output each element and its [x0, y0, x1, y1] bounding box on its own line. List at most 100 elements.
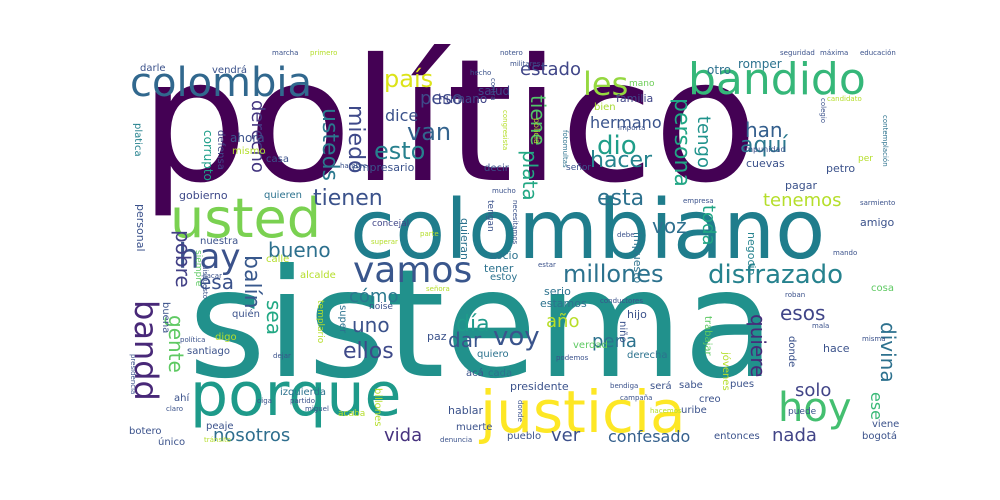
word: conductores	[600, 297, 644, 305]
word: super	[337, 305, 348, 334]
word: pobre	[171, 230, 195, 288]
word: importa	[618, 124, 646, 132]
word: concejal	[372, 219, 410, 229]
word: pueblo	[507, 431, 542, 442]
word: pena	[592, 331, 637, 352]
word: seguridad	[780, 49, 815, 57]
word: será	[650, 381, 672, 392]
word: necesitamos	[511, 200, 519, 245]
word: petro	[826, 162, 856, 175]
word: salud	[478, 84, 511, 98]
word: empresario	[352, 161, 415, 174]
word: vamos	[353, 250, 473, 291]
word: solo	[795, 380, 832, 401]
word: cuevas	[746, 157, 785, 170]
word: sacar	[203, 272, 222, 280]
word: vendrá	[212, 65, 247, 76]
word: muerte	[456, 422, 493, 433]
word: santiago	[187, 346, 230, 357]
word: defensa	[215, 130, 226, 170]
word: parte	[420, 230, 439, 238]
word: voz	[652, 214, 687, 238]
word: contemplación	[881, 115, 889, 167]
word: política	[180, 336, 206, 344]
word: alcalde	[300, 270, 336, 281]
word: botero	[129, 426, 162, 437]
word: policía	[532, 118, 541, 144]
word: notero	[500, 49, 523, 57]
word: sarmiento	[860, 199, 896, 207]
word: bendiga	[610, 382, 639, 390]
word: país	[384, 65, 434, 93]
word: bien	[594, 102, 616, 113]
word: colombia	[130, 60, 313, 106]
word: sabe	[679, 380, 703, 391]
word: señora	[426, 285, 450, 293]
word: hambre	[340, 162, 368, 170]
word: tener	[484, 262, 514, 275]
word: corrupto	[201, 130, 215, 181]
word: platica	[132, 123, 143, 157]
word: paz	[427, 330, 447, 343]
word: educación	[860, 49, 896, 57]
word: amigo	[860, 216, 895, 229]
word: colegio	[819, 98, 827, 124]
word: entonces	[714, 431, 760, 442]
word: niño	[617, 321, 628, 343]
word: socio	[490, 249, 519, 262]
word: negocio	[745, 232, 758, 276]
word: cada	[488, 368, 513, 379]
word: puede	[788, 407, 817, 417]
word: justicia	[480, 378, 686, 446]
word: voy	[493, 322, 540, 352]
word: uno	[352, 313, 390, 337]
word: mala	[812, 322, 830, 330]
word: año	[546, 311, 580, 332]
word: acaba	[338, 409, 366, 419]
word: derecha	[627, 350, 668, 361]
word: tránsito	[204, 436, 231, 444]
word: dice	[385, 106, 419, 125]
word: gobierno	[179, 189, 228, 202]
word: personal	[134, 204, 147, 252]
word: per	[858, 154, 873, 164]
word: tenemos	[763, 190, 842, 211]
word: hacer	[590, 148, 653, 173]
word: miguel	[305, 405, 329, 413]
word: hacemos	[650, 407, 682, 415]
word: sistema	[188, 238, 776, 412]
word: donde	[786, 336, 797, 368]
word: toda	[698, 205, 719, 246]
word: esto	[374, 137, 426, 165]
word: izquierda	[280, 387, 327, 398]
word: máxima	[820, 49, 849, 57]
word: militares	[510, 60, 541, 68]
word: oiga	[257, 397, 272, 405]
word: creo	[699, 394, 721, 405]
word: otro	[707, 63, 732, 77]
word: mucho	[492, 187, 516, 195]
word: podemos	[556, 354, 589, 362]
word: donde	[516, 400, 524, 422]
word: verdad	[573, 340, 608, 351]
word: digo	[215, 332, 237, 343]
word: esos	[780, 301, 826, 325]
word: político	[140, 23, 758, 221]
word: billones	[372, 388, 383, 427]
word: ese	[867, 392, 886, 421]
word: disfrazado	[708, 260, 844, 290]
word: dispuesto	[201, 265, 209, 299]
word: nada	[772, 425, 817, 446]
word: empresa	[683, 197, 714, 205]
word: romper	[738, 57, 782, 71]
word: dejar	[273, 352, 291, 360]
word: presidencia	[129, 354, 137, 395]
word: colombiano	[350, 183, 826, 278]
word: estar	[538, 261, 556, 269]
word: jóvenes	[720, 352, 731, 391]
word: quieren	[264, 190, 302, 201]
word: noise	[369, 302, 393, 312]
word: hace	[823, 342, 850, 355]
word: ahí	[174, 393, 190, 404]
word: campaña	[620, 394, 653, 402]
